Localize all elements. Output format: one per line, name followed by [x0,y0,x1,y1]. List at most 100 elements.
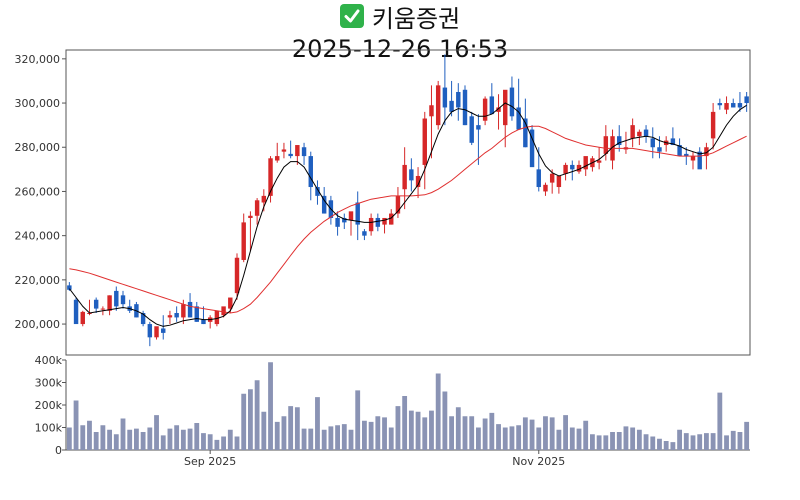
candle-body [375,217,381,227]
candle-body [321,195,327,214]
volume-bar [643,434,649,450]
candle-body [181,304,186,318]
volume-bar [522,417,528,450]
candle-body [737,103,743,108]
candle-body [482,98,488,121]
candle-body [100,308,106,310]
candle-body [637,131,642,137]
volume-bar [415,411,421,450]
title-line: 키움증권 [0,0,800,33]
candle-body [167,315,173,318]
volume-bar [120,418,126,450]
volume-bar [697,434,703,450]
candle-body [570,164,575,170]
volume-bar [603,435,609,450]
volume-bar [254,380,260,450]
volume-bar [93,432,99,450]
volume-bar [355,390,361,450]
candle-body [435,85,441,126]
candle-body [684,153,689,157]
volume-bar [449,416,455,450]
volume-bar [140,432,146,450]
volume-bar [160,435,166,450]
price-y-tick-label: 320,000 [15,53,61,66]
candle-body [93,299,99,309]
volume-bar [66,427,72,450]
check-mark-icon [339,4,364,28]
candle-body [536,169,541,188]
volume-bar [315,397,320,450]
volume-y-tick-label: 0 [55,444,62,457]
candle-body [744,96,749,104]
volume-bar [382,417,387,450]
volume-bar [563,415,569,450]
candle-body [549,173,555,183]
candle-body [268,158,273,196]
candle-body [476,125,481,130]
volume-bar [87,420,92,450]
volume-bar [281,416,287,450]
volume-bar [496,424,501,450]
volume-bar [683,433,689,450]
volume-bar [583,420,589,450]
volume-bar [294,407,300,450]
volume-bar [703,433,709,450]
volume-bar [348,429,354,450]
volume-bar [549,417,555,450]
candle-body [248,215,253,218]
candle-body [120,295,126,305]
volume-bar [167,428,173,450]
candle-body [355,202,360,225]
volume-bar [234,436,240,450]
volume-bar [395,406,401,450]
candle-body [516,107,521,130]
volume-bar [187,428,193,450]
candle-body [315,187,320,196]
volume-bar [261,411,267,450]
candle-body [657,147,662,152]
volume-bar [489,412,495,450]
volume-bar [207,434,213,450]
volume-bar [710,433,716,450]
moving-average-short-line [69,102,747,327]
volume-bar [650,436,656,450]
volume-bar [241,393,247,450]
candle-body [342,217,347,223]
volume-bar [529,419,535,450]
candle-body [295,145,300,157]
candle-body [576,164,582,172]
candle-body [529,129,535,168]
volume-bar [636,429,642,450]
candle-body [617,136,622,146]
volume-bar [724,435,729,450]
volume-bar [469,416,475,450]
candle-body [308,156,313,188]
candle-body [489,96,495,115]
candle-body [67,285,72,290]
volume-bar [717,392,723,450]
price-y-tick-label: 220,000 [15,274,61,287]
candle-body [583,156,588,170]
volume-bar [616,432,622,450]
candle-body [704,147,709,157]
volume-bar [247,389,253,450]
price-y-tick-label: 280,000 [15,141,61,154]
candle-body [596,160,602,163]
volume-bar [670,442,676,450]
volume-bar [576,428,582,450]
candle-body [710,111,716,139]
volume-bar [361,420,367,450]
candle-body [221,306,226,316]
volume-bar [321,429,327,450]
candle-body [73,299,79,325]
volume-bar [268,362,273,450]
candle-body [415,175,421,188]
volume-bar [455,407,461,450]
candle-body [422,118,427,165]
volume-bar [589,434,595,450]
candle-body [187,301,193,318]
volume-bar [221,436,227,450]
volume-y-tick-label: 100k [35,422,63,435]
volume-bar [107,429,113,450]
